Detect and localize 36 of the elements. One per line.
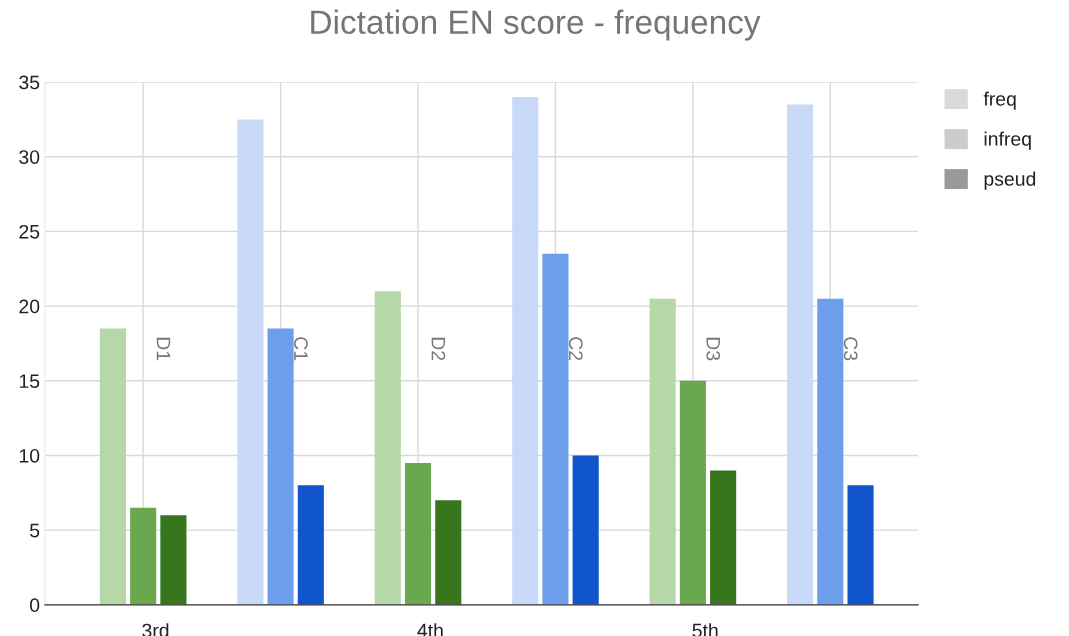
- bar: [787, 104, 814, 605]
- bar: [649, 298, 676, 605]
- bar: [710, 470, 737, 605]
- x-tick-label: C2: [568, 337, 583, 361]
- bar: [847, 485, 874, 605]
- bar: [99, 328, 126, 605]
- x-tick-label: C1: [294, 337, 308, 361]
- bar: [374, 291, 401, 605]
- y-tick-label: 10: [19, 448, 40, 463]
- y-tick-label: 0: [29, 598, 40, 613]
- y-tick-label: 30: [19, 150, 40, 164]
- x-tick-label: D1: [156, 337, 171, 361]
- bar: [404, 462, 432, 605]
- x-tick-label: D2: [431, 337, 446, 361]
- text: pseud: [984, 171, 1036, 190]
- text: freq: [983, 91, 1016, 110]
- x-tick-label: D3: [706, 337, 721, 361]
- bar: [542, 253, 569, 605]
- bar: [267, 328, 294, 605]
- bar: [160, 515, 187, 605]
- bar: [679, 380, 706, 605]
- chart-title: Dictation EN score - frequency: [311, 9, 761, 41]
- y-tick-label: 5: [30, 523, 40, 538]
- x-tick-label: C3: [843, 337, 858, 361]
- y-tick-label: 15: [19, 374, 40, 389]
- bar: [817, 298, 844, 605]
- text: infreq: [984, 131, 1031, 150]
- bar: [297, 485, 324, 605]
- bar: [435, 500, 462, 605]
- y-tick-label: 35: [19, 75, 40, 90]
- y-tick-label: 20: [19, 299, 40, 314]
- y-tick-label: 25: [19, 224, 40, 239]
- bar: [130, 507, 157, 605]
- bar: [572, 455, 599, 605]
- bar: [237, 119, 264, 605]
- bar: [512, 96, 539, 605]
